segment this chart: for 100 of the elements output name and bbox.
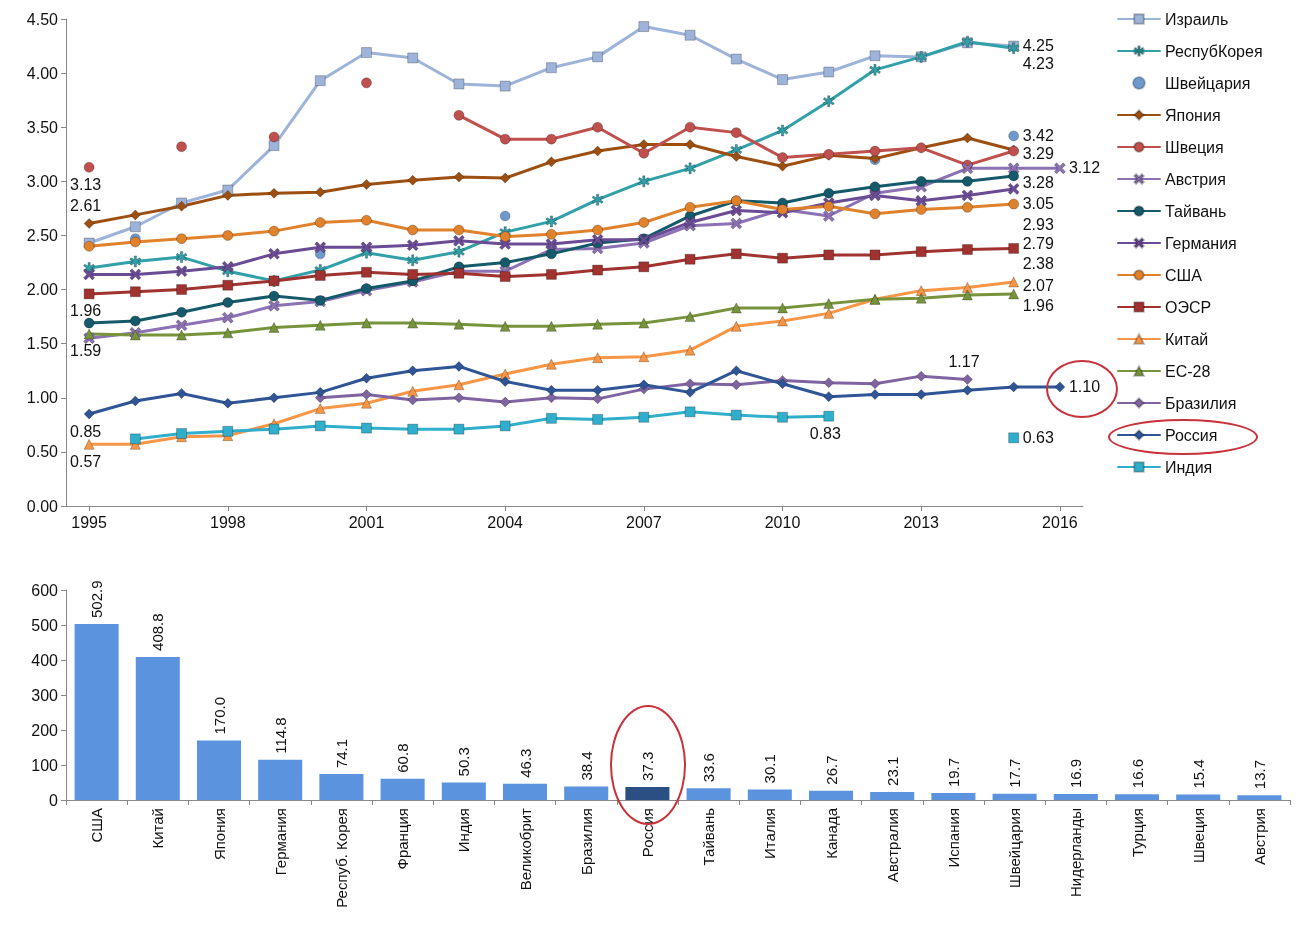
annotation: 3.05 bbox=[1022, 194, 1054, 212]
x-tick-label: 1995 bbox=[71, 513, 108, 531]
legend-label: РеспубКорея bbox=[1165, 42, 1263, 60]
data-label: 23.1 bbox=[883, 756, 901, 786]
annotation: 0.63 bbox=[1022, 428, 1054, 446]
data-label: 13.7 bbox=[1250, 760, 1268, 790]
data-label: 170.0 bbox=[210, 696, 228, 735]
y-tick-label: 0 bbox=[49, 791, 59, 809]
annotation: 1.96 bbox=[1022, 296, 1054, 314]
x-tick-label: Австрия bbox=[1250, 808, 1268, 866]
x-tick-label: США bbox=[88, 808, 106, 843]
data-label: 17.7 bbox=[1006, 758, 1024, 788]
x-tick-label: Тайвань bbox=[700, 807, 718, 866]
legend-label: Япония bbox=[1165, 106, 1221, 124]
data-label: 38.4 bbox=[577, 751, 595, 781]
y-tick-label: 1.00 bbox=[26, 389, 59, 407]
legend-label: ЕС-28 bbox=[1165, 362, 1211, 380]
annotation: 3.28 bbox=[1022, 174, 1054, 192]
x-tick-label: 2001 bbox=[348, 513, 385, 531]
data-label: 114.8 bbox=[271, 717, 289, 754]
annotation: 4.25 bbox=[1022, 37, 1054, 55]
x-tick-label: Респуб. Корея bbox=[332, 808, 350, 908]
x-tick-label: Бразилия bbox=[577, 808, 595, 875]
annotation: 4.23 bbox=[1022, 55, 1054, 73]
data-label: 50.3 bbox=[455, 747, 473, 777]
data-label: 502.9 bbox=[88, 580, 106, 618]
data-label: 19.7 bbox=[944, 757, 962, 788]
x-tick-label: Россия bbox=[638, 808, 656, 858]
y-tick-label: 400 bbox=[31, 651, 59, 669]
annotation: 1.10 bbox=[1068, 377, 1101, 395]
data-label: 16.6 bbox=[1128, 758, 1146, 789]
annotation: 3.42 bbox=[1022, 126, 1054, 144]
data-label: 60.8 bbox=[394, 743, 412, 773]
y-tick-label: 300 bbox=[31, 686, 59, 704]
x-tick-label: Германия bbox=[271, 808, 289, 876]
x-tick-label: Турция bbox=[1128, 808, 1146, 858]
y-tick-label: 1.50 bbox=[26, 335, 59, 353]
annotation: 3.12 bbox=[1068, 159, 1101, 177]
legend-label: Тайвань bbox=[1165, 202, 1227, 220]
legend-label: Израиль bbox=[1165, 10, 1229, 28]
x-tick-label: Нидерланды bbox=[1067, 808, 1085, 898]
data-label: 408.8 bbox=[149, 613, 167, 651]
x-tick-label: Австралия bbox=[883, 808, 901, 883]
y-tick-label: 200 bbox=[31, 721, 59, 739]
y-tick-label: 3.50 bbox=[26, 118, 59, 136]
annotation: 2.61 bbox=[70, 197, 102, 215]
legend-label: ОЭСР bbox=[1165, 298, 1212, 316]
y-tick-label: 2.00 bbox=[26, 281, 59, 299]
x-tick-label: 2016 bbox=[1042, 513, 1078, 531]
y-tick-label: 2.50 bbox=[26, 226, 59, 244]
y-tick-label: 0.50 bbox=[26, 443, 59, 461]
legend-label: Индия bbox=[1165, 458, 1213, 476]
y-tick-label: 4.50 bbox=[26, 10, 59, 28]
annotation: 2.93 bbox=[1022, 215, 1054, 233]
data-label: 16.9 bbox=[1067, 758, 1085, 789]
x-tick-label: Швеция bbox=[1189, 808, 1207, 863]
legend-label: Австрия bbox=[1165, 170, 1226, 188]
legend-label: Бразилия bbox=[1165, 394, 1237, 412]
x-tick-label: 2010 bbox=[764, 513, 801, 531]
annotation: 0.83 bbox=[809, 424, 841, 442]
annotation: 2.38 bbox=[1022, 255, 1054, 273]
legend-label: Китай bbox=[1165, 330, 1209, 348]
annotation: 2.79 bbox=[1022, 235, 1054, 253]
x-tick-label: Китай bbox=[149, 808, 167, 849]
data-label: 30.1 bbox=[761, 754, 779, 784]
annotation: 2.07 bbox=[1022, 276, 1054, 294]
annotation: 3.13 bbox=[70, 175, 102, 193]
x-tick-label: Япония bbox=[210, 808, 228, 861]
x-tick-label: Швейцария bbox=[1006, 808, 1024, 889]
x-tick-label: 2004 bbox=[487, 513, 524, 531]
annotation: 0.57 bbox=[70, 452, 102, 470]
x-tick-label: 2007 bbox=[626, 513, 662, 531]
data-label: 15.4 bbox=[1189, 759, 1207, 789]
y-tick-label: 0.00 bbox=[26, 497, 59, 515]
y-tick-label: 500 bbox=[31, 616, 59, 634]
data-label: 33.6 bbox=[700, 753, 718, 783]
y-tick-label: 100 bbox=[31, 756, 59, 774]
legend-label: Швейцария bbox=[1165, 74, 1251, 92]
annotation: 0.85 bbox=[70, 422, 102, 440]
legend-label: Швеция bbox=[1165, 138, 1224, 156]
annotation: 1.17 bbox=[948, 352, 980, 370]
x-tick-label: Италия bbox=[761, 808, 779, 860]
data-label: 37.3 bbox=[638, 751, 656, 781]
legend-label: Россия bbox=[1165, 426, 1218, 444]
x-tick-label: Великобрит bbox=[516, 807, 534, 891]
data-label: 46.3 bbox=[516, 748, 534, 778]
x-tick-label: Франция bbox=[394, 808, 412, 870]
data-label: 26.7 bbox=[822, 755, 840, 785]
data-label: 74.1 bbox=[332, 738, 350, 769]
x-tick-label: Канада bbox=[822, 807, 840, 859]
x-tick-label: 1998 bbox=[210, 513, 246, 531]
y-tick-label: 3.00 bbox=[26, 172, 59, 190]
legend-label: Германия bbox=[1165, 234, 1237, 252]
legend-label: США bbox=[1165, 266, 1203, 284]
x-tick-label: Индия bbox=[455, 808, 473, 853]
x-tick-label: Испания bbox=[944, 808, 962, 868]
annotation: 3.29 bbox=[1022, 144, 1054, 162]
y-tick-label: 600 bbox=[31, 581, 59, 599]
y-tick-label: 4.00 bbox=[26, 64, 59, 82]
annotation: 1.59 bbox=[70, 342, 102, 360]
